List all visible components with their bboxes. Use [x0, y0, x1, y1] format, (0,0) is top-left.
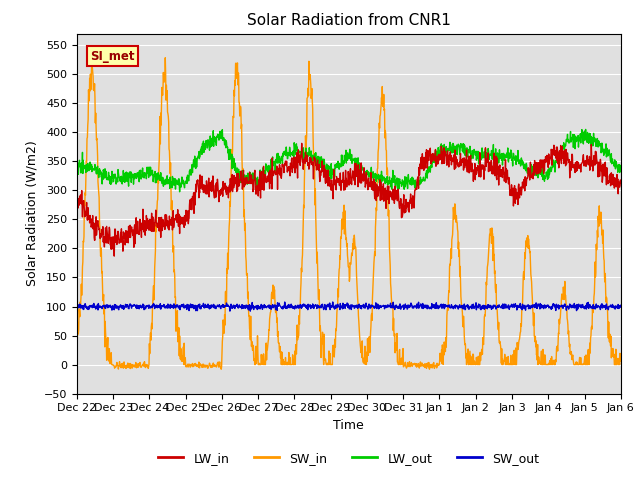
LW_out: [553, 156, 561, 162]
LW_in: [434, 161, 442, 167]
Line: SW_in: SW_in: [77, 58, 621, 369]
X-axis label: Time: Time: [333, 419, 364, 432]
Title: Solar Radiation from CNR1: Solar Radiation from CNR1: [247, 13, 451, 28]
SW_in: [255, 360, 263, 366]
LW_in: [73, 192, 81, 198]
LW_in: [181, 222, 189, 228]
SW_in: [434, 361, 442, 367]
SW_in: [181, 361, 189, 367]
SW_in: [505, 361, 513, 367]
SW_out: [553, 304, 561, 310]
SW_out: [194, 302, 202, 308]
Legend: LW_in, SW_in, LW_out, SW_out: LW_in, SW_in, LW_out, SW_out: [154, 447, 544, 469]
SW_in: [617, 357, 625, 362]
LW_out: [181, 180, 189, 186]
SW_out: [329, 299, 337, 305]
LW_out: [176, 189, 184, 195]
Line: SW_out: SW_out: [77, 302, 621, 311]
LW_in: [617, 180, 625, 186]
LW_in: [553, 158, 561, 164]
Line: LW_out: LW_out: [77, 130, 621, 192]
SW_out: [73, 304, 81, 310]
LW_in: [298, 141, 305, 146]
SW_in: [161, 55, 169, 60]
LW_in: [195, 182, 202, 188]
LW_out: [195, 153, 202, 159]
Text: SI_met: SI_met: [90, 50, 135, 63]
SW_out: [246, 308, 254, 314]
LW_out: [617, 168, 625, 174]
SW_out: [180, 304, 188, 310]
Line: LW_in: LW_in: [77, 144, 621, 256]
SW_in: [553, 344, 561, 349]
LW_out: [505, 159, 513, 165]
SW_out: [434, 302, 442, 308]
LW_in: [110, 253, 118, 259]
SW_in: [218, 366, 225, 372]
LW_out: [73, 169, 81, 175]
SW_in: [195, 362, 202, 368]
LW_out: [582, 127, 589, 132]
Y-axis label: Solar Radiation (W/m2): Solar Radiation (W/m2): [25, 141, 38, 287]
SW_out: [617, 302, 625, 308]
LW_in: [505, 175, 513, 180]
SW_in: [73, 338, 81, 344]
LW_out: [434, 154, 442, 159]
SW_out: [255, 306, 263, 312]
LW_in: [255, 188, 263, 193]
LW_out: [255, 181, 263, 187]
SW_out: [505, 305, 513, 311]
